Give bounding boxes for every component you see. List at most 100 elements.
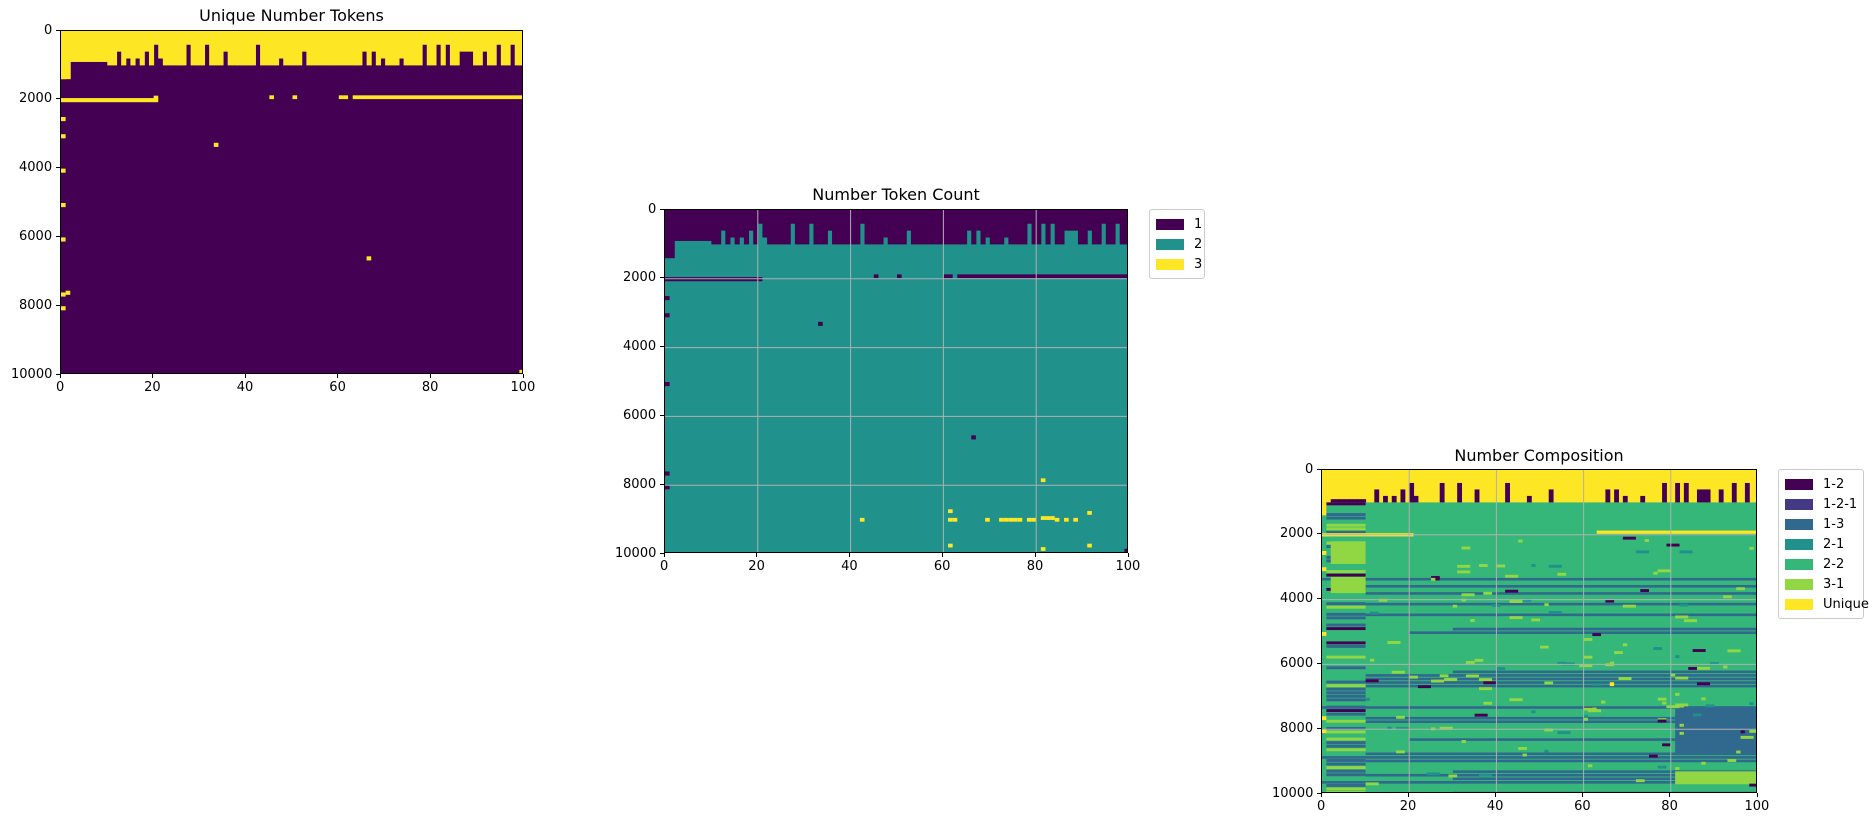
heatmap-cell: [1361, 499, 1367, 503]
heatmap-cell: [1326, 694, 1366, 698]
heatmap-cell: [948, 274, 953, 279]
heatmap-cell: [794, 210, 801, 245]
heatmap-cell: [1040, 516, 1046, 520]
heatmap-cell: [1461, 593, 1475, 597]
legend-item: 2-1: [1785, 534, 1857, 554]
heatmap-cell: [1675, 615, 1689, 619]
heatmap-cell: [162, 31, 168, 66]
heatmap-cell: [1592, 683, 1602, 687]
heatmap-cell: [1701, 697, 1706, 701]
heatmap-cell: [1618, 677, 1632, 680]
heatmap-cell: [781, 210, 787, 245]
heatmap-cell: [1679, 704, 1684, 708]
heatmap-cell: [1705, 489, 1711, 503]
heatmap-cell: [665, 382, 670, 387]
heatmap-cell: [167, 31, 173, 66]
heatmap-cell: [324, 31, 331, 66]
heatmap-cell: [948, 543, 953, 548]
heatmap-cell: [394, 31, 400, 66]
heatmap-block: [1330, 541, 1366, 564]
heatmap-cell: [739, 210, 745, 238]
heatmap-cell: [1718, 489, 1724, 503]
x-tick-mark: [849, 553, 851, 557]
heatmap-cell: [329, 31, 335, 66]
heatmap-cell: [1439, 726, 1453, 730]
heatmap-band: [1452, 670, 1756, 674]
heatmap-cell: [1326, 705, 1366, 709]
heatmap-cell: [1391, 495, 1397, 503]
heatmap-cell: [121, 31, 127, 66]
heatmap-cell: [1110, 210, 1116, 245]
heatmap-cell: [669, 210, 675, 259]
heatmap-cell: [1670, 673, 1676, 677]
heatmap-cell: [1557, 731, 1571, 735]
heatmap-cell: [697, 210, 703, 241]
heatmap-cell: [403, 31, 409, 66]
heatmap-cell: [1675, 767, 1680, 770]
heatmap-cell: [417, 31, 423, 66]
heatmap-cell: [408, 31, 414, 66]
heatmap-cell: [1322, 567, 1327, 572]
heatmap-cell: [665, 471, 670, 476]
heatmap-band: [1322, 577, 1756, 581]
heatmap-band: [1365, 592, 1756, 595]
heatmap-cell: [1008, 210, 1014, 245]
heatmap-cell: [665, 296, 670, 301]
heatmap-cell: [1326, 570, 1366, 574]
heatmap-cell: [1439, 674, 1449, 678]
heatmap-cell: [1365, 679, 1379, 683]
heatmap-cell: [804, 210, 810, 245]
heatmap-band: [1365, 752, 1756, 756]
x-tick-mark: [152, 374, 154, 378]
heatmap-cell: [1326, 616, 1366, 620]
heatmap-cell: [176, 31, 182, 66]
heatmap-band: [1452, 627, 1756, 631]
heatmap-cell: [357, 31, 363, 66]
heatmap-cell: [371, 31, 377, 52]
heatmap-cell: [79, 31, 85, 62]
heatmap-cell: [1657, 569, 1671, 573]
heatmap-cell: [753, 210, 759, 245]
heatmap-cell: [218, 31, 224, 66]
heatmap-cell: [380, 31, 386, 59]
heatmap-cell: [264, 31, 270, 66]
heatmap-cell: [1448, 774, 1458, 778]
heatmap-cell: [859, 517, 865, 522]
heatmap-cell: [1531, 710, 1536, 714]
heatmap-cell: [1326, 655, 1366, 659]
heatmap-cell: [1483, 701, 1493, 705]
legend-label: Unique: [1823, 596, 1869, 612]
heatmap-cell: [1557, 572, 1567, 576]
heatmap-cell: [1679, 731, 1684, 735]
heatmap-cell: [1692, 649, 1706, 652]
heatmap-band: [1409, 631, 1756, 634]
heatmap-cell: [767, 210, 773, 245]
heatmap-cell: [1326, 627, 1366, 631]
heatmap-cell: [1526, 495, 1532, 503]
heatmap-cell: [957, 210, 963, 245]
heatmap-cell: [1356, 499, 1362, 503]
heatmap-cell: [1749, 702, 1754, 706]
heatmap-cell: [61, 306, 66, 311]
heatmap-cell: [776, 210, 782, 245]
heatmap-cell: [1050, 516, 1055, 520]
heatmap-cell: [1461, 740, 1466, 743]
y-tick-label: 6000: [19, 228, 53, 244]
heatmap-cell: [1326, 666, 1366, 670]
x-tick-mark: [337, 374, 339, 378]
heatmap-cell: [1614, 489, 1619, 503]
heatmap-cell: [1013, 210, 1019, 245]
heatmap-cell: [716, 210, 722, 245]
y-tick-label: 0: [648, 201, 657, 217]
heatmap-cell: [1026, 210, 1033, 224]
heatmap-band: [1322, 781, 1756, 784]
heatmap-cell: [227, 31, 233, 66]
heatmap-cell: [1452, 604, 1458, 608]
heatmap-cell: [477, 31, 483, 66]
legend-swatch: [1156, 258, 1184, 270]
heatmap-cell: [519, 31, 522, 66]
heatmap-cell: [864, 210, 870, 245]
y-tick-label: 2000: [623, 270, 657, 286]
heatmap-cell: [1439, 482, 1445, 503]
heatmap-cell: [366, 31, 372, 66]
